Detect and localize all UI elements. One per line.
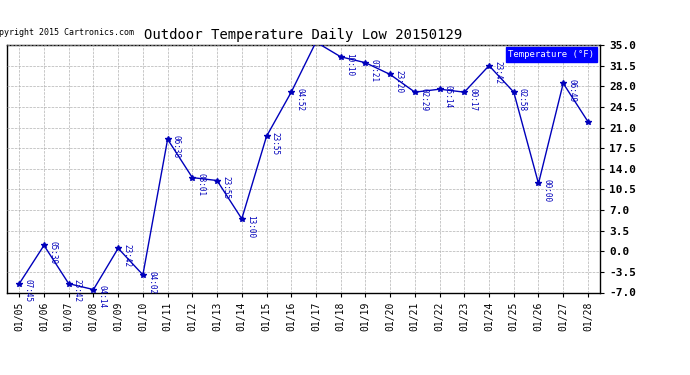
Text: 00:00: 00:00 [542,179,551,203]
Text: 04:14: 04:14 [97,285,106,309]
Text: 05:14: 05:14 [444,85,453,108]
Text: 04:52: 04:52 [295,88,304,111]
Text: 23:55: 23:55 [221,176,230,200]
Text: 08:01: 08:01 [197,173,206,196]
Text: 23:42: 23:42 [493,62,502,85]
Text: 07:53: 07:53 [0,374,1,375]
Title: Outdoor Temperature Daily Low 20150129: Outdoor Temperature Daily Low 20150129 [144,28,463,42]
Text: 02:29: 02:29 [419,88,428,111]
Text: 07:21: 07:21 [370,58,379,82]
Text: Temperature (°F): Temperature (°F) [509,50,594,59]
Text: 06:49: 06:49 [567,79,576,102]
Text: 06:38: 06:38 [172,135,181,158]
Text: 05:30: 05:30 [48,241,57,264]
Text: 00:17: 00:17 [469,88,477,111]
Text: Copyright 2015 Cartronics.com: Copyright 2015 Cartronics.com [0,28,134,37]
Text: 23:20: 23:20 [394,70,403,93]
Text: 23:42: 23:42 [73,279,82,303]
Text: 23:55: 23:55 [270,132,279,155]
Text: 02:58: 02:58 [518,88,527,111]
Text: 23:42: 23:42 [122,244,131,267]
Text: 04:02: 04:02 [147,271,156,294]
Text: 07:45: 07:45 [23,279,32,303]
Text: 13:00: 13:00 [246,214,255,238]
Text: 10:10: 10:10 [345,53,354,76]
